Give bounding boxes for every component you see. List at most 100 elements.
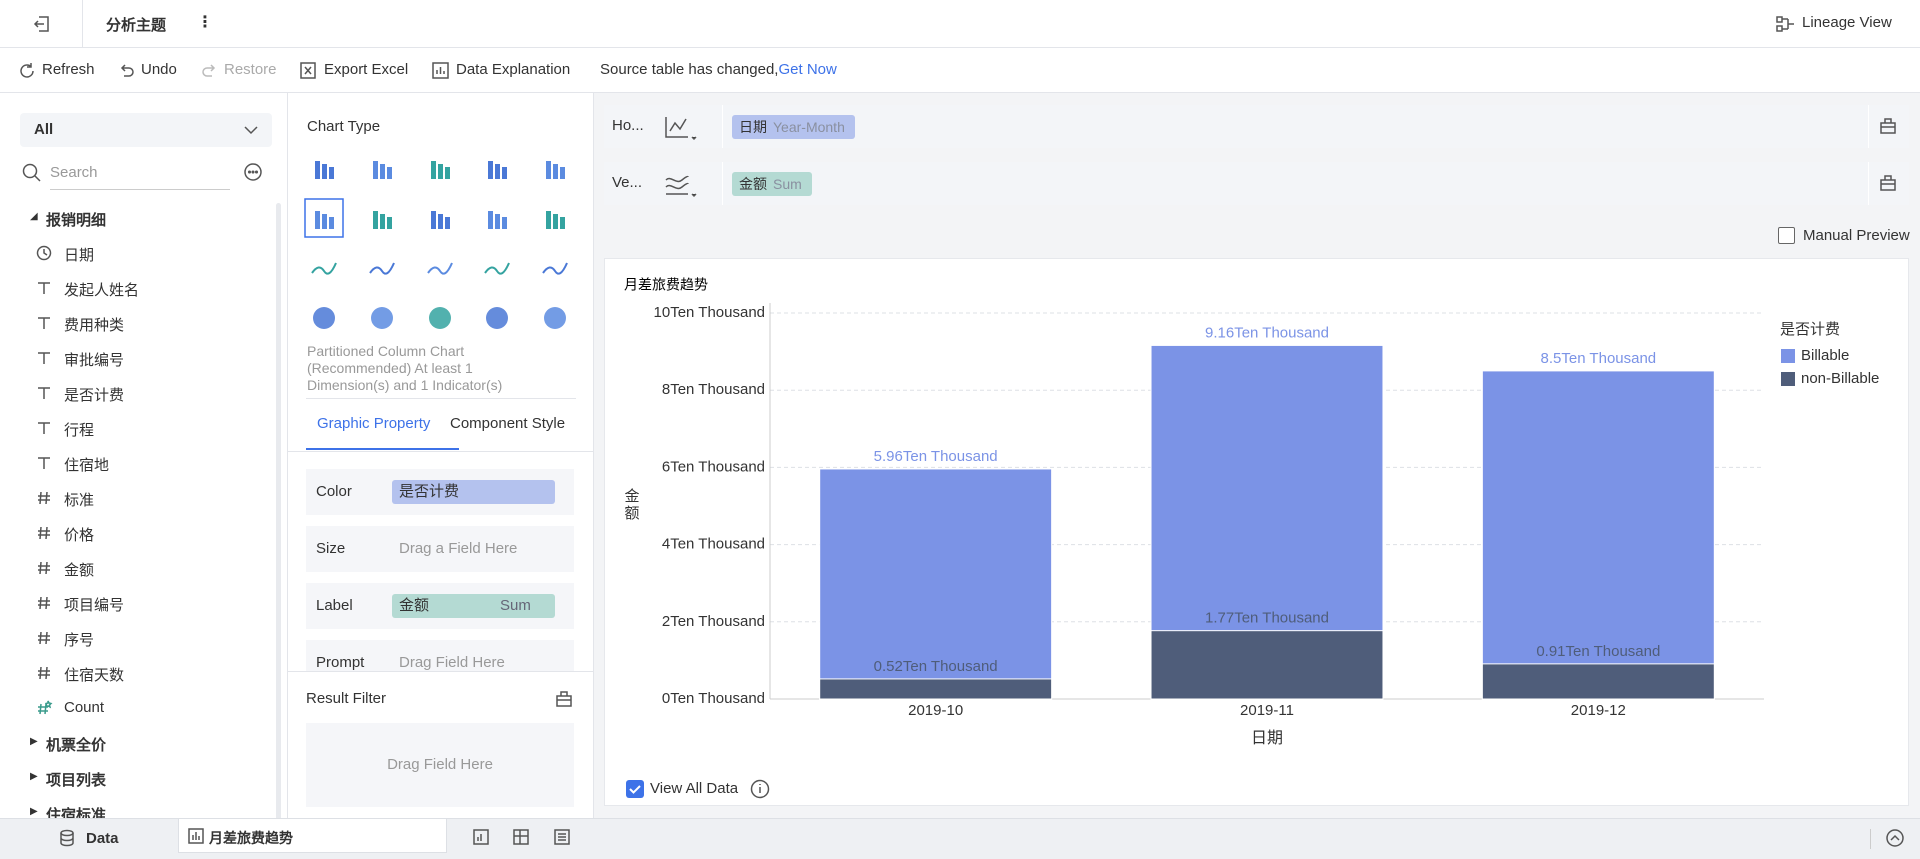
- chart-type-icon[interactable]: [546, 161, 565, 179]
- group-arrow[interactable]: ▶: [30, 771, 38, 782]
- refresh-button[interactable]: Refresh: [42, 61, 95, 78]
- chart-type-icon[interactable]: [373, 161, 392, 179]
- chart-type-icon[interactable]: [544, 307, 566, 329]
- more-icon[interactable]: [244, 163, 264, 183]
- chart-type-icon[interactable]: [546, 211, 565, 229]
- group-name[interactable]: 机票全价: [46, 737, 107, 754]
- divider: [1870, 829, 1871, 849]
- manual-preview-checkbox[interactable]: [1778, 227, 1795, 244]
- shelf-divider: [1868, 105, 1869, 148]
- lineage-icon[interactable]: [1776, 14, 1796, 34]
- tab-component-style[interactable]: Component Style: [450, 415, 566, 432]
- field-name[interactable]: 金额: [64, 562, 95, 579]
- color-field[interactable]: 是否计费: [392, 480, 555, 504]
- chart-type-icon[interactable]: [431, 161, 450, 179]
- chart-type-icon[interactable]: [484, 262, 510, 275]
- filter-icon[interactable]: [556, 691, 572, 707]
- property-label: Size: [316, 540, 346, 557]
- y-tick-label: 8Ten Thousand: [662, 381, 765, 398]
- field-agg: Sum: [773, 176, 802, 192]
- shelf-icon[interactable]: [664, 172, 698, 198]
- field-name[interactable]: 日期: [64, 247, 95, 264]
- field-name[interactable]: 行程: [64, 422, 95, 439]
- chart-type-icon[interactable]: [486, 307, 508, 329]
- chart-type-icon[interactable]: [427, 262, 453, 275]
- shelf-icon[interactable]: [664, 115, 698, 141]
- field-name[interactable]: 是否计费: [64, 387, 125, 404]
- field-name[interactable]: Count: [64, 699, 105, 716]
- data-explanation-button[interactable]: Data Explanation: [456, 61, 571, 78]
- tab-graphic-property[interactable]: Graphic Property: [317, 415, 431, 432]
- group-name[interactable]: 项目列表: [46, 772, 107, 789]
- icon-shape: [486, 307, 508, 329]
- back-icon[interactable]: [32, 14, 52, 34]
- field-icon: [38, 387, 50, 399]
- shelf-pill[interactable]: 金额 Sum: [732, 172, 812, 196]
- data-tab[interactable]: Data: [86, 830, 119, 847]
- field-name[interactable]: 发起人姓名: [64, 282, 140, 299]
- icon-shape: [329, 217, 334, 229]
- group-name[interactable]: 住宿标准: [46, 807, 107, 818]
- restore-button[interactable]: Restore: [224, 61, 277, 78]
- refresh-icon: [20, 63, 34, 78]
- field-name[interactable]: 住宿地: [64, 457, 110, 474]
- lineage-view[interactable]: Lineage View: [1802, 14, 1892, 31]
- selected-frame: [304, 198, 344, 238]
- shelf-row: Ve... 金额 Sum: [604, 162, 1909, 205]
- field-name[interactable]: 住宿天数: [64, 667, 125, 684]
- undo-button[interactable]: Undo: [141, 61, 177, 78]
- drop-placeholder[interactable]: Drag Field Here: [399, 654, 505, 671]
- field-name[interactable]: 费用种类: [64, 317, 125, 334]
- icon-shape: [322, 164, 327, 179]
- field-name[interactable]: 序号: [64, 632, 95, 649]
- view-all-checkbox[interactable]: [626, 780, 644, 798]
- field-name: 日期: [739, 119, 767, 135]
- field-name[interactable]: 审批编号: [64, 352, 125, 369]
- chart-type-icon[interactable]: [373, 211, 392, 229]
- shelf-filter-icon[interactable]: [1880, 175, 1896, 191]
- chart-type-icon[interactable]: [313, 307, 335, 329]
- chart-type-icon[interactable]: [431, 211, 450, 229]
- chart-type-icon[interactable]: [315, 161, 334, 179]
- info-icon[interactable]: [750, 779, 770, 799]
- export-excel-button[interactable]: Export Excel: [324, 61, 409, 78]
- drop-placeholder[interactable]: Drag a Field Here: [399, 540, 518, 557]
- field-name[interactable]: 标准: [64, 492, 95, 509]
- value-label: 5.96Ten Thousand: [874, 448, 998, 465]
- field-icon: [38, 666, 50, 680]
- y-tick-label: 6Ten Thousand: [662, 458, 765, 475]
- group-arrow[interactable]: ◢: [30, 211, 38, 222]
- get-now-link[interactable]: Get Now: [778, 61, 837, 78]
- bar: [819, 678, 1053, 700]
- shelf-filter-icon[interactable]: [1880, 118, 1896, 134]
- chart-type-icon[interactable]: [488, 211, 507, 229]
- divider: [288, 451, 593, 452]
- result-filter-drop[interactable]: Drag Field Here: [306, 723, 574, 807]
- search-input[interactable]: Search: [50, 164, 230, 190]
- chart-type-icon[interactable]: [542, 262, 568, 275]
- restore-icon: [202, 64, 216, 77]
- group-arrow[interactable]: ▶: [30, 806, 38, 817]
- group-name[interactable]: 报销明细: [46, 212, 107, 229]
- chart-type-icon[interactable]: [429, 307, 451, 329]
- sheet-tab[interactable]: 月差旅费趋势: [178, 819, 447, 853]
- add-dashboard-icon[interactable]: [513, 829, 531, 847]
- manual-preview-label: Manual Preview: [1803, 227, 1910, 244]
- filter-dropdown[interactable]: All: [20, 113, 272, 147]
- field-name[interactable]: 项目编号: [64, 597, 125, 614]
- collapse-icon[interactable]: [1886, 829, 1906, 849]
- chart-type-icon[interactable]: [369, 262, 395, 275]
- label-field[interactable]: 金额 Sum: [392, 594, 555, 618]
- chart-type-icon[interactable]: [371, 307, 393, 329]
- icon-shape: [438, 164, 443, 179]
- more-menu[interactable]: ⋮: [197, 14, 213, 31]
- field-name[interactable]: 价格: [64, 527, 95, 544]
- shelf-pill[interactable]: 日期 Year-Month: [732, 115, 855, 139]
- chart-type-icon[interactable]: [488, 161, 507, 179]
- chart-panel: Chart Type Partitioned Column Chart (Rec…: [288, 93, 594, 818]
- add-chart-icon[interactable]: [473, 829, 491, 847]
- chart-type-icon[interactable]: [311, 262, 337, 275]
- add-report-icon[interactable]: [554, 829, 572, 847]
- group-arrow[interactable]: ▶: [30, 736, 38, 747]
- chart-type-icon[interactable]: [304, 198, 344, 238]
